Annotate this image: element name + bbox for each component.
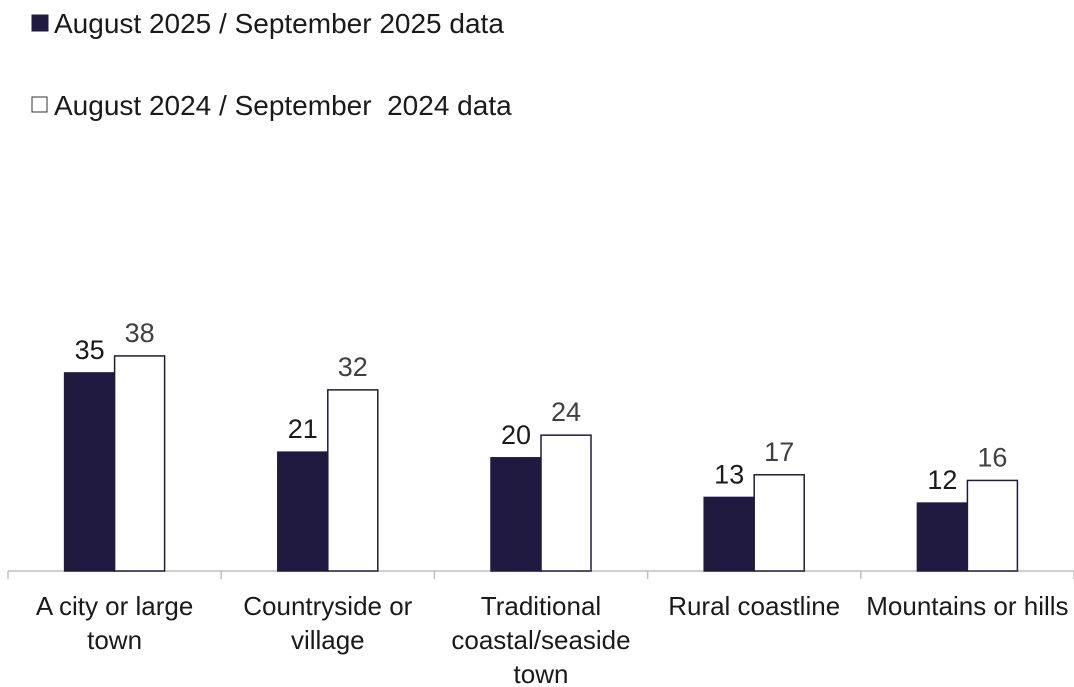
- bar: [753, 474, 805, 572]
- bar: [63, 372, 116, 572]
- bar: [277, 451, 329, 572]
- value-label: 20: [501, 420, 531, 450]
- bar: [490, 457, 542, 572]
- legend-label: August 2024 / September 2024 data: [54, 90, 512, 121]
- bar: [966, 479, 1019, 572]
- legend-swatch: [31, 96, 48, 113]
- x-tick-label: Countryside or village: [243, 591, 413, 655]
- x-tick-label: Mountains or hills: [866, 591, 1069, 621]
- x-tick-label: A city or large town: [35, 591, 194, 655]
- legend-label: August 2025 / September 2025 data: [54, 8, 504, 39]
- x-tick-label: Rural coastline: [668, 591, 841, 621]
- bar: [916, 502, 969, 572]
- bar: [113, 355, 166, 572]
- bar: [703, 496, 755, 572]
- value-label: 17: [764, 437, 794, 467]
- legend-swatch: [31, 14, 49, 32]
- bar: [327, 389, 379, 572]
- value-label: 13: [714, 459, 744, 489]
- value-label: 38: [125, 318, 155, 348]
- bar: [540, 434, 592, 572]
- value-label: 21: [288, 414, 318, 444]
- value-label: 16: [977, 442, 1007, 472]
- x-tick-label: Traditional coastal/seaside town: [451, 591, 631, 687]
- value-label: 35: [75, 335, 105, 365]
- value-label: 32: [338, 352, 368, 382]
- value-label: 12: [927, 465, 957, 495]
- value-label: 24: [551, 397, 581, 427]
